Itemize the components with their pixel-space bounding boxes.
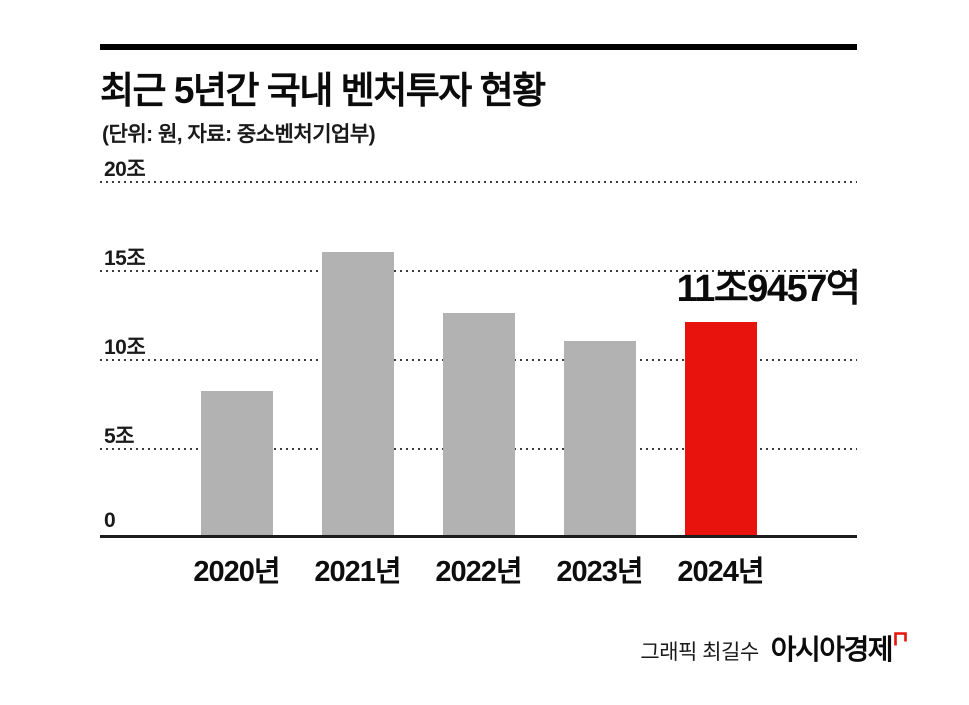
gridline-20 bbox=[100, 181, 857, 183]
chart-subtitle-unit-source: (단위: 원, 자료: 중소벤처기업부) bbox=[102, 123, 376, 146]
x-axis-labels-row: 2020년 2021년 2022년 2023년 2024년 bbox=[100, 548, 857, 590]
x-axis-label: 2021년 bbox=[314, 556, 401, 588]
y-axis-tick-label: 10조 bbox=[104, 336, 146, 359]
x-axis-label: 2022년 bbox=[435, 556, 522, 588]
page-title: 최근 5년간 국내 벤처투자 현황 bbox=[100, 70, 546, 111]
bar-column-2020년 bbox=[176, 182, 297, 535]
brand-logo-text: 아시아경제 bbox=[770, 634, 894, 665]
bar-2020년 bbox=[200, 390, 273, 535]
footer-credit: 그래픽 최길수 아시아경제 bbox=[640, 628, 907, 668]
bar-2023년 bbox=[563, 340, 636, 535]
y-axis-tick-label: 20조 bbox=[104, 158, 146, 181]
x-axis-label: 2024년 bbox=[677, 556, 764, 588]
top-divider-rule bbox=[100, 44, 857, 50]
red-open-square-icon bbox=[894, 632, 907, 652]
gridline-15 bbox=[100, 270, 857, 272]
y-axis-tick-label: 5조 bbox=[104, 425, 135, 448]
graphic-credit-text: 그래픽 최길수 bbox=[640, 641, 759, 664]
x-axis-label: 2020년 bbox=[193, 556, 280, 588]
y-axis-tick-label: 0 bbox=[104, 509, 116, 532]
y-axis-tick-label: 15조 bbox=[104, 247, 146, 270]
bar-chart: 0 5조 10조 15조 20조 11조9457억 2020년 2021년 2022년 2023… bbox=[100, 158, 861, 590]
bar-2021년 bbox=[321, 251, 394, 535]
bar-column-2024년: 11조9457억 bbox=[660, 182, 861, 535]
brand-logo: 아시아경제 bbox=[771, 628, 907, 668]
bars-container: 11조9457억 bbox=[100, 182, 861, 535]
bar-column-2023년 bbox=[539, 182, 660, 535]
bar-value-annotation: 11조9457억 bbox=[676, 268, 861, 311]
plot-area: 0 5조 10조 15조 20조 11조9457억 bbox=[100, 158, 861, 538]
x-axis-label: 2023년 bbox=[556, 556, 643, 588]
bar-2024년 bbox=[684, 322, 757, 535]
bar-column-2021년 bbox=[297, 182, 418, 535]
bar-column-2022년 bbox=[418, 182, 539, 535]
bar-2022년 bbox=[442, 312, 515, 535]
